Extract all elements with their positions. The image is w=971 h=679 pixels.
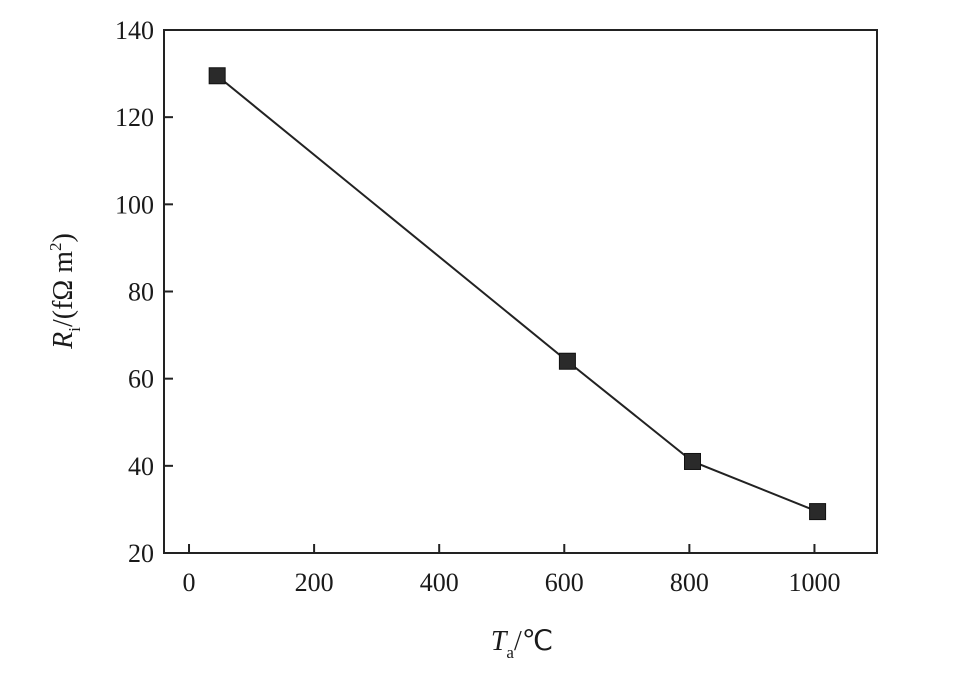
x-axis-subscript: a [506, 643, 514, 662]
x-tick-label: 800 [670, 568, 709, 597]
y-tick-label: 40 [128, 452, 154, 481]
x-tick-label: 200 [295, 568, 334, 597]
y-tick-label: 120 [115, 103, 154, 132]
y-axis-unit-close: ) [48, 233, 79, 242]
x-axis: 0 200 400 600 800 1000 [183, 544, 840, 597]
y-axis: 20 40 60 80 100 120 140 [115, 16, 173, 568]
x-axis-title: Ta/℃ [491, 626, 553, 662]
plot-frame [163, 29, 878, 554]
y-axis-symbol: R [48, 332, 79, 350]
x-tick-label: 600 [545, 568, 584, 597]
y-tick-label: 100 [115, 190, 154, 219]
data-point-marker [683, 452, 701, 470]
data-point-marker [208, 67, 226, 85]
y-tick-label: 20 [128, 539, 154, 568]
series-line [216, 74, 818, 513]
series-group [208, 67, 827, 521]
x-axis-symbol: T [491, 626, 509, 657]
x-tick-label: 1000 [788, 568, 840, 597]
y-axis-unit: /(fΩ m [48, 251, 79, 327]
y-axis-title: Ri/(fΩ m2) [46, 233, 84, 350]
y-tick-label: 60 [128, 365, 154, 394]
data-point-marker [558, 352, 576, 370]
y-tick-label: 80 [128, 278, 154, 307]
x-tick-label: 0 [183, 568, 196, 597]
y-axis-subscript: i [65, 327, 84, 332]
x-tick-label: 400 [420, 568, 459, 597]
y-axis-unit-superscript: 2 [46, 242, 65, 251]
x-axis-unit: /℃ [514, 626, 553, 657]
data-point-marker [809, 503, 827, 521]
y-tick-label: 140 [115, 16, 154, 45]
